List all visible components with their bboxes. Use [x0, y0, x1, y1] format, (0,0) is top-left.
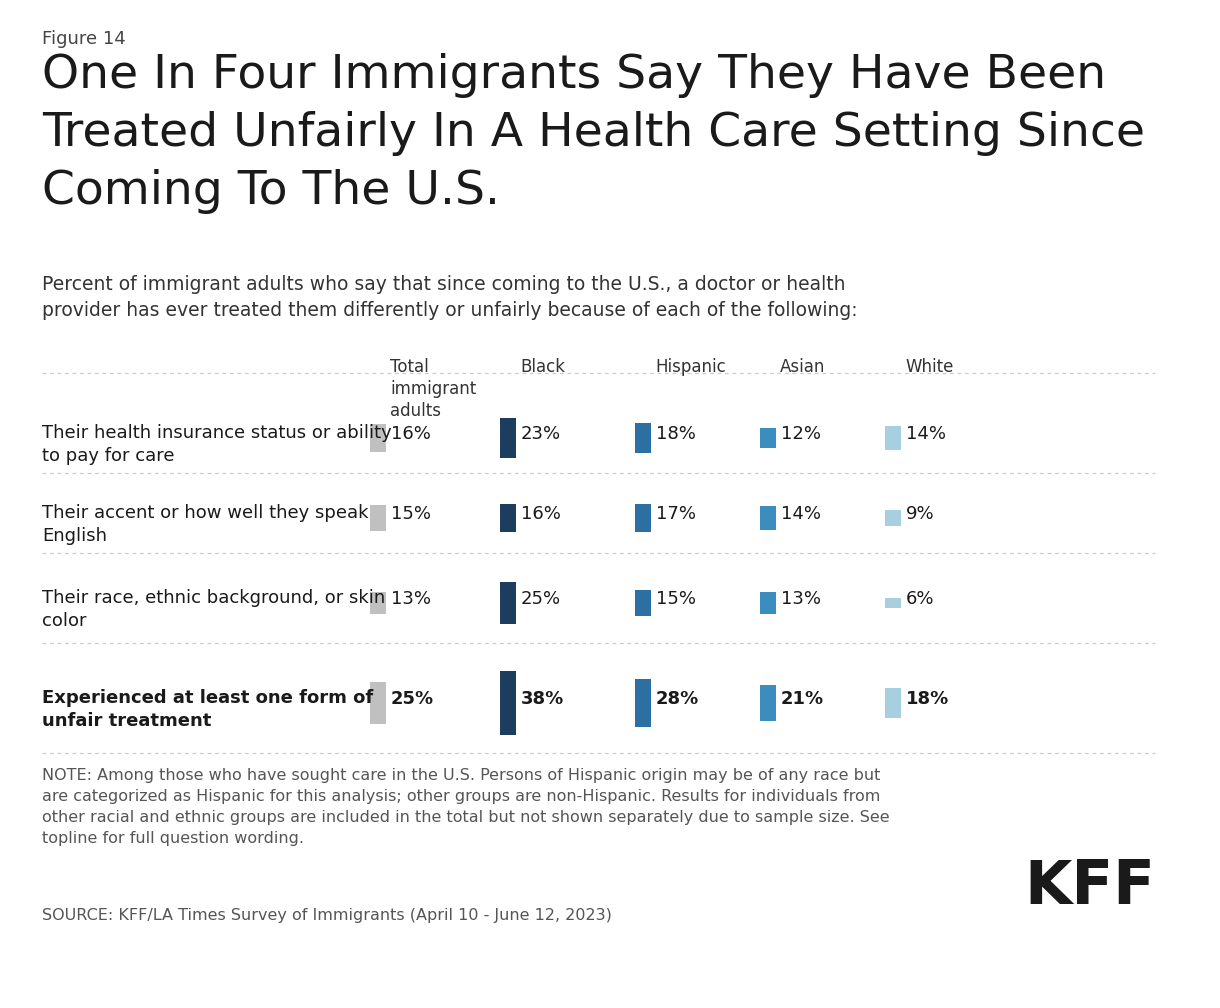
Bar: [634, 679, 651, 727]
Bar: [370, 681, 386, 725]
Text: 38%: 38%: [521, 690, 564, 708]
Text: 16%: 16%: [521, 505, 561, 523]
Bar: [634, 422, 651, 454]
Text: 18%: 18%: [906, 690, 949, 708]
Text: KFF: KFF: [1024, 858, 1155, 917]
Text: Experienced at least one form of
unfair treatment: Experienced at least one form of unfair …: [41, 689, 373, 730]
Bar: [884, 598, 902, 608]
Text: Black: Black: [520, 358, 565, 376]
Text: Their health insurance status or ability
to pay for care: Their health insurance status or ability…: [41, 424, 392, 465]
Text: Treated Unfairly In A Health Care Setting Since: Treated Unfairly In A Health Care Settin…: [41, 111, 1146, 156]
Text: NOTE: Among those who have sought care in the U.S. Persons of Hispanic origin ma: NOTE: Among those who have sought care i…: [41, 768, 889, 846]
Text: 15%: 15%: [390, 505, 431, 523]
Bar: [884, 510, 902, 525]
Text: 25%: 25%: [390, 690, 434, 708]
Text: 6%: 6%: [906, 590, 935, 608]
Bar: [370, 505, 386, 531]
Text: Figure 14: Figure 14: [41, 30, 126, 48]
Bar: [760, 427, 776, 449]
Bar: [500, 418, 516, 458]
Text: Coming To The U.S.: Coming To The U.S.: [41, 169, 500, 214]
Bar: [370, 424, 386, 452]
Bar: [500, 504, 516, 531]
Text: 15%: 15%: [656, 590, 695, 608]
Bar: [500, 670, 516, 735]
Text: 18%: 18%: [656, 425, 695, 443]
Text: Asian: Asian: [780, 358, 826, 376]
Text: 14%: 14%: [906, 425, 946, 443]
Text: 17%: 17%: [656, 505, 695, 523]
Text: Hispanic: Hispanic: [655, 358, 726, 376]
Bar: [884, 426, 902, 450]
Text: 25%: 25%: [521, 590, 561, 608]
Bar: [634, 591, 651, 616]
Text: 14%: 14%: [781, 505, 821, 523]
Text: 13%: 13%: [781, 590, 821, 608]
Text: Their race, ethnic background, or skin
color: Their race, ethnic background, or skin c…: [41, 589, 386, 630]
Text: Their accent or how well they speak
English: Their accent or how well they speak Engl…: [41, 504, 368, 545]
Bar: [760, 592, 776, 614]
Text: One In Four Immigrants Say They Have Been: One In Four Immigrants Say They Have Bee…: [41, 53, 1107, 98]
Bar: [370, 592, 386, 614]
Text: SOURCE: KFF/LA Times Survey of Immigrants (April 10 - June 12, 2023): SOURCE: KFF/LA Times Survey of Immigrant…: [41, 908, 612, 923]
Bar: [760, 685, 776, 721]
Bar: [500, 582, 516, 624]
Text: 9%: 9%: [906, 505, 935, 523]
Text: Total
immigrant
adults: Total immigrant adults: [390, 358, 476, 420]
Text: 13%: 13%: [390, 590, 431, 608]
Text: White: White: [905, 358, 953, 376]
Text: Percent of immigrant adults who say that since coming to the U.S., a doctor or h: Percent of immigrant adults who say that…: [41, 275, 858, 321]
Text: 23%: 23%: [521, 425, 561, 443]
Text: 16%: 16%: [390, 425, 431, 443]
Text: 21%: 21%: [781, 690, 825, 708]
Bar: [884, 687, 902, 719]
Bar: [634, 504, 651, 532]
Bar: [760, 506, 776, 530]
Text: 12%: 12%: [781, 425, 821, 443]
Text: 28%: 28%: [656, 690, 699, 708]
